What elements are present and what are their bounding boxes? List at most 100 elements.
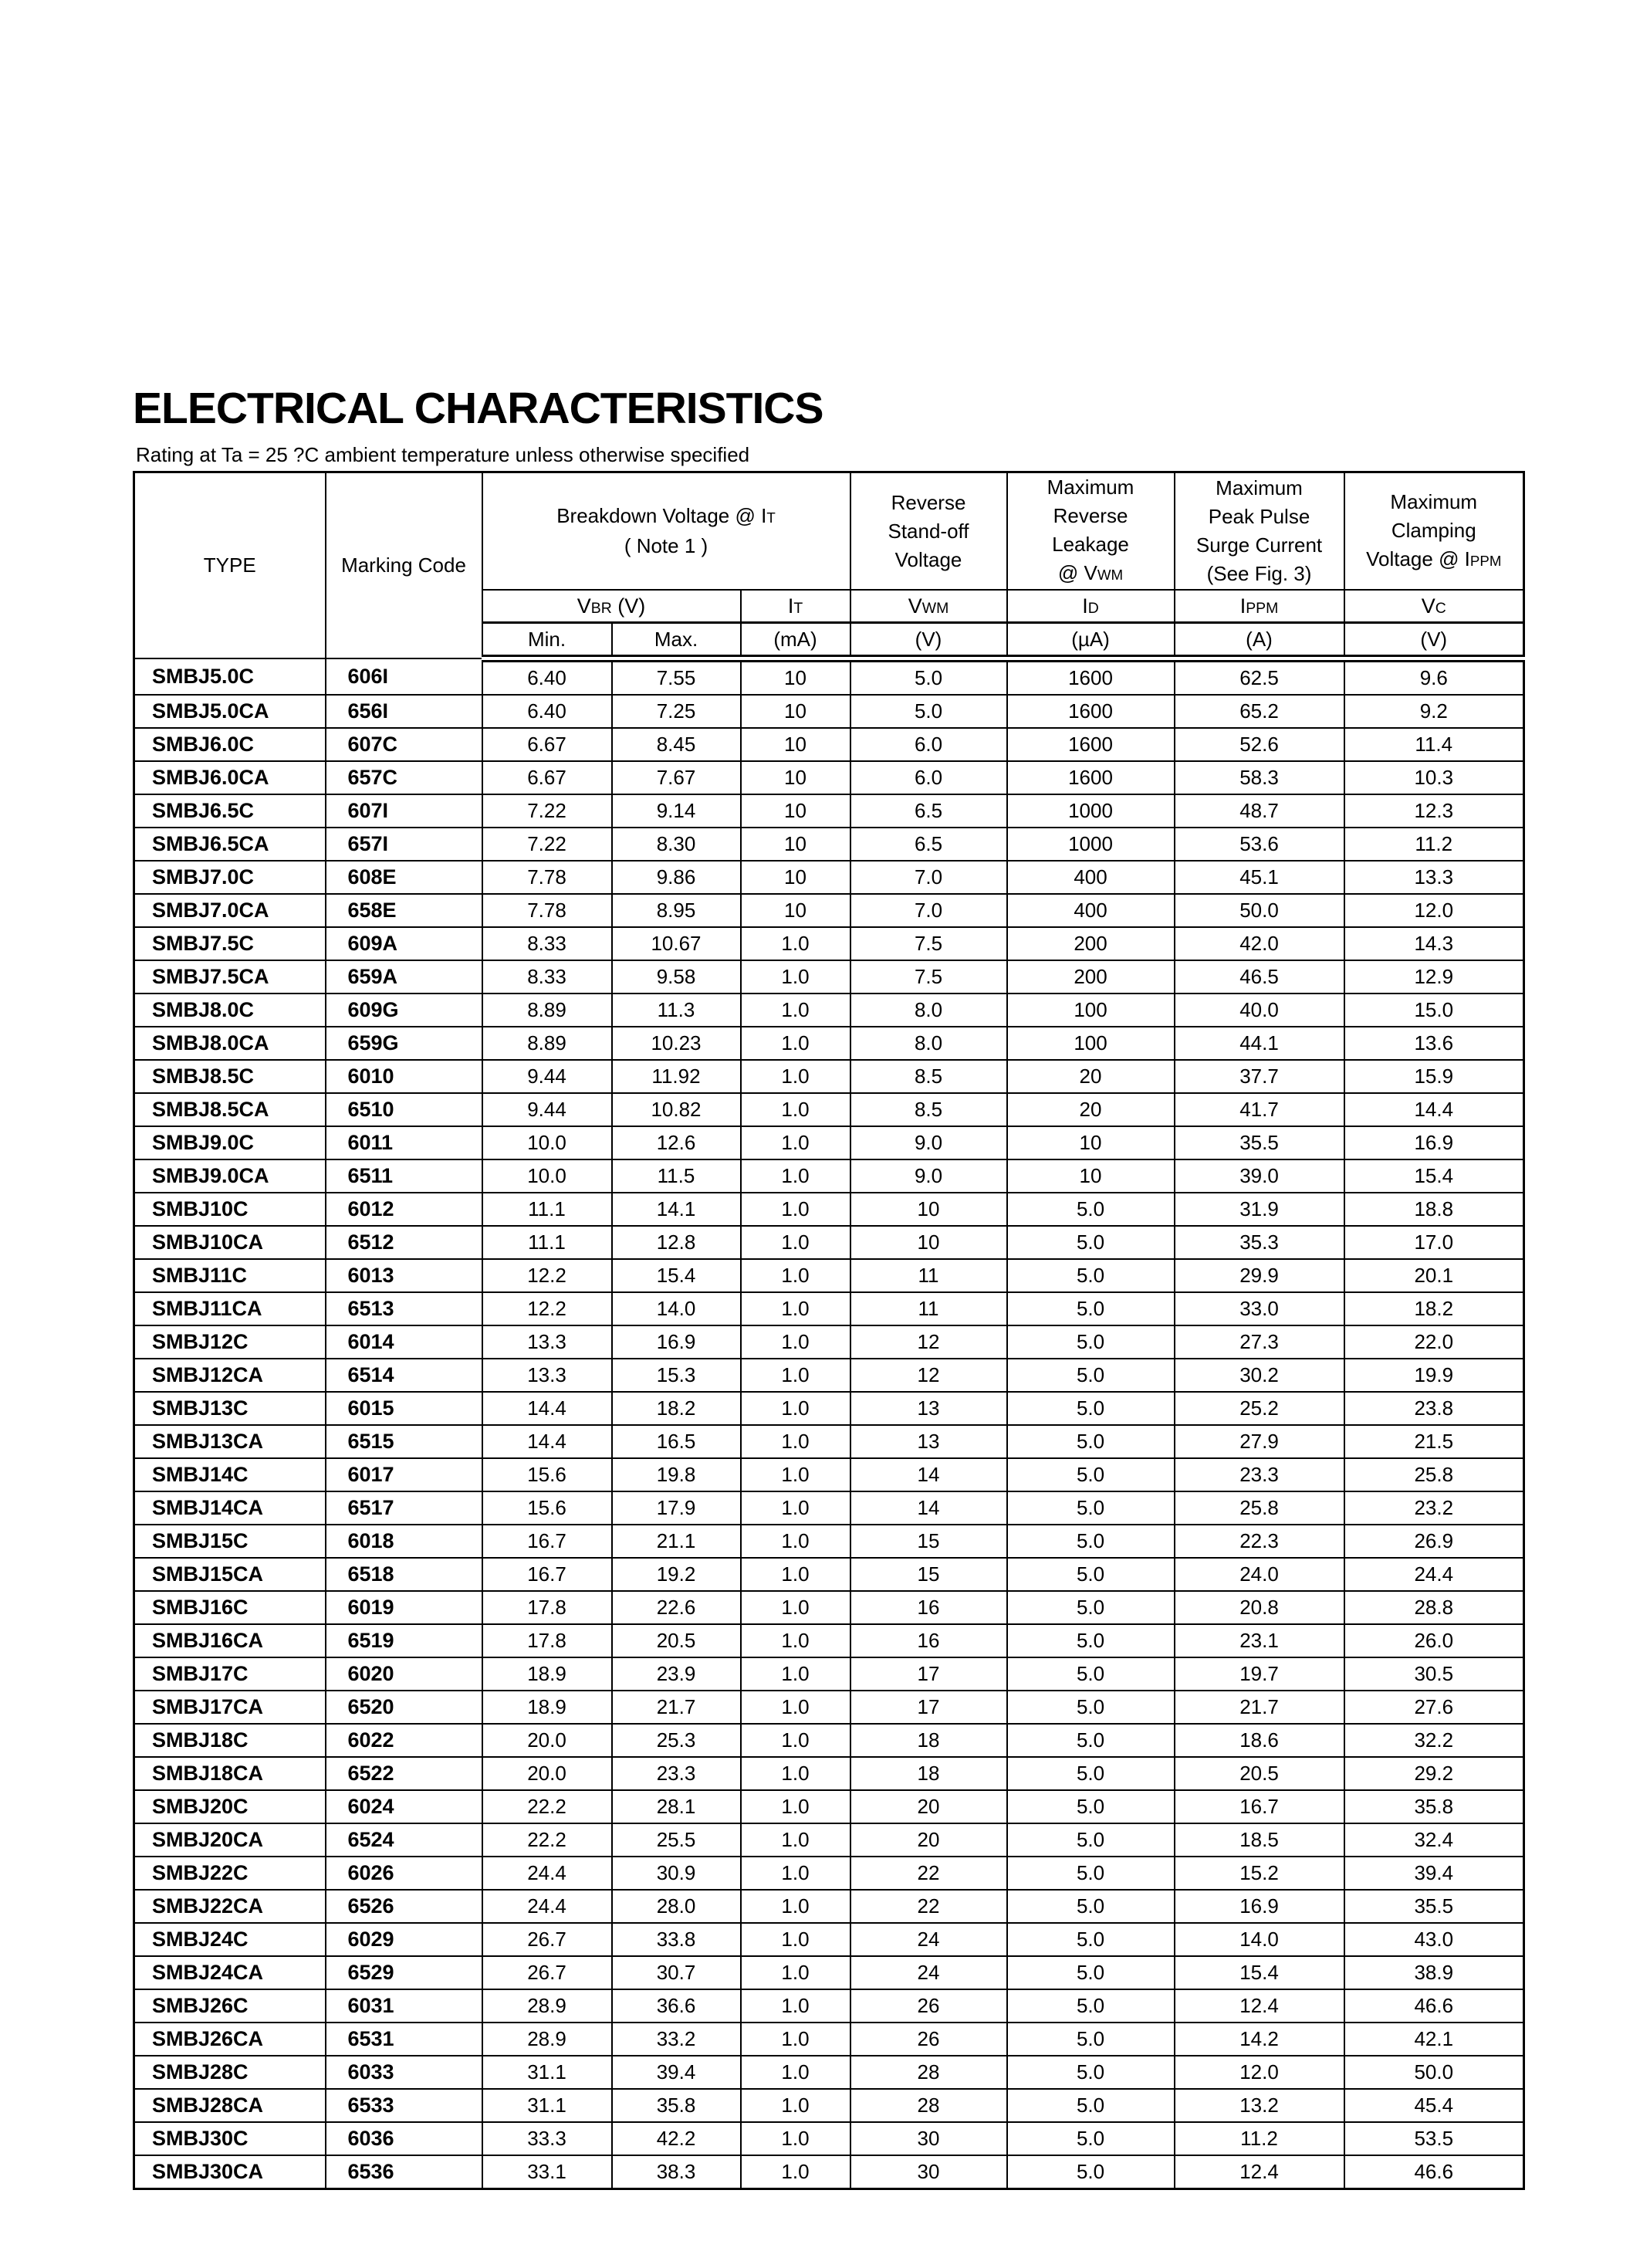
- table-row: SMBJ8.5CA 6510 9.44 10.82 1.0 8.5 20 41.…: [133, 1092, 1525, 1127]
- cell-vwm: 11: [849, 1258, 1008, 1293]
- cell-ippm: 41.7: [1173, 1092, 1345, 1127]
- cell-it: 1.0: [739, 1789, 851, 1824]
- table-row: SMBJ24CA 6529 26.7 30.7 1.0 24 5.0 15.4 …: [133, 1955, 1525, 1990]
- cell-it: 1.0: [739, 993, 851, 1027]
- cell-ippm: 16.7: [1173, 1789, 1345, 1824]
- cell-vbr-max: 16.9: [610, 1325, 742, 1359]
- cell-marking-code: 6010: [324, 1059, 483, 1094]
- cell-it: 1.0: [739, 2055, 851, 2090]
- cell-vbr-max: 11.92: [610, 1059, 742, 1094]
- cell-vbr-max: 23.3: [610, 1756, 742, 1791]
- cell-vbr-min: 12.2: [481, 1291, 613, 1326]
- cell-type: SMBJ12C: [133, 1325, 326, 1359]
- cell-it: 1.0: [739, 1192, 851, 1227]
- cell-it: 1.0: [739, 1391, 851, 1426]
- cell-vbr-min: 31.1: [481, 2088, 613, 2123]
- cell-vbr-max: 35.8: [610, 2088, 742, 2123]
- cell-vwm: 6.0: [849, 727, 1008, 762]
- cell-vwm: 16: [849, 1590, 1008, 1625]
- cell-id: 1000: [1006, 794, 1175, 828]
- cell-vc: 12.3: [1343, 794, 1525, 828]
- cell-vbr-min: 6.67: [481, 727, 613, 762]
- cell-vbr-min: 28.9: [481, 1989, 613, 2023]
- table-row: SMBJ5.0CA 656I 6.40 7.25 10 5.0 1600 65.…: [133, 694, 1525, 729]
- cell-marking-code: 657I: [324, 827, 483, 862]
- cell-it: 10: [739, 760, 851, 795]
- cell-vwm: 13: [849, 1424, 1008, 1459]
- table-row: SMBJ10C 6012 11.1 14.1 1.0 10 5.0 31.9 1…: [133, 1192, 1525, 1227]
- cell-type: SMBJ24CA: [133, 1955, 326, 1990]
- cell-vc: 29.2: [1343, 1756, 1525, 1791]
- table-row: SMBJ26CA 6531 28.9 33.2 1.0 26 5.0 14.2 …: [133, 2022, 1525, 2056]
- cell-id: 5.0: [1006, 2022, 1175, 2056]
- cell-marking-code: 6533: [324, 2088, 483, 2123]
- cell-vbr-max: 15.4: [610, 1258, 742, 1293]
- cell-vc: 24.4: [1343, 1557, 1525, 1592]
- cell-vbr-min: 28.9: [481, 2022, 613, 2056]
- cell-vbr-min: 15.6: [481, 1457, 613, 1492]
- cell-it: 1.0: [739, 1524, 851, 1559]
- cell-id: 5.0: [1006, 1424, 1175, 1459]
- cell-vbr-min: 8.33: [481, 960, 613, 994]
- cell-type: SMBJ26C: [133, 1989, 326, 2023]
- cell-id: 400: [1006, 893, 1175, 928]
- cell-vwm: 9.0: [849, 1159, 1008, 1193]
- cell-vbr-max: 16.5: [610, 1424, 742, 1459]
- cell-ippm: 18.6: [1173, 1723, 1345, 1758]
- cell-id: 5.0: [1006, 1590, 1175, 1625]
- cell-vbr-min: 16.7: [481, 1524, 613, 1559]
- cell-type: SMBJ5.0C: [133, 658, 326, 696]
- table-row: SMBJ8.5C 6010 9.44 11.92 1.0 8.5 20 37.7…: [133, 1059, 1525, 1094]
- cell-vwm: 22: [849, 1889, 1008, 1924]
- cell-vbr-min: 13.3: [481, 1325, 613, 1359]
- cell-type: SMBJ13CA: [133, 1424, 326, 1459]
- cell-id: 5.0: [1006, 1358, 1175, 1393]
- cell-id: 5.0: [1006, 1756, 1175, 1791]
- table-body: SMBJ5.0C 606I 6.40 7.55 10 5.0 1600 62.5…: [133, 658, 1525, 2190]
- col-header-standoff-voltage: Reverse Stand-off Voltage: [849, 471, 1008, 591]
- table-row: SMBJ5.0C 606I 6.40 7.55 10 5.0 1600 62.5…: [133, 658, 1525, 696]
- cell-vc: 38.9: [1343, 1955, 1525, 1990]
- cell-it: 10: [739, 727, 851, 762]
- cell-vwm: 8.0: [849, 1026, 1008, 1061]
- cell-id: 20: [1006, 1092, 1175, 1127]
- table-row: SMBJ12CA 6514 13.3 15.3 1.0 12 5.0 30.2 …: [133, 1358, 1525, 1393]
- cell-type: SMBJ7.5C: [133, 926, 326, 961]
- cell-type: SMBJ9.0C: [133, 1126, 326, 1160]
- cell-vbr-min: 33.3: [481, 2121, 613, 2156]
- table-row: SMBJ7.0C 608E 7.78 9.86 10 7.0 400 45.1 …: [133, 860, 1525, 895]
- cell-vbr-max: 30.9: [610, 1856, 742, 1891]
- cell-marking-code: 6026: [324, 1856, 483, 1891]
- cell-vwm: 12: [849, 1358, 1008, 1393]
- cell-it: 1.0: [739, 926, 851, 961]
- page-title: ELECTRICAL CHARACTERISTICS: [133, 384, 823, 433]
- cell-it: 1.0: [739, 1291, 851, 1326]
- cell-vc: 25.8: [1343, 1457, 1525, 1492]
- table-row: SMBJ9.0CA 6511 10.0 11.5 1.0 9.0 10 39.0…: [133, 1159, 1525, 1193]
- cell-vwm: 18: [849, 1756, 1008, 1791]
- cell-vc: 13.3: [1343, 860, 1525, 895]
- cell-id: 5.0: [1006, 1391, 1175, 1426]
- cell-it: 1.0: [739, 1690, 851, 1725]
- cell-vbr-min: 9.44: [481, 1092, 613, 1127]
- cell-ippm: 44.1: [1173, 1026, 1345, 1061]
- cell-vwm: 6.5: [849, 827, 1008, 862]
- cell-vc: 9.6: [1343, 658, 1525, 696]
- cell-vbr-max: 20.5: [610, 1623, 742, 1658]
- cell-ippm: 15.4: [1173, 1955, 1345, 1990]
- table-row: SMBJ13C 6015 14.4 18.2 1.0 13 5.0 25.2 2…: [133, 1391, 1525, 1426]
- unit-vc: (V): [1343, 621, 1525, 662]
- cell-type: SMBJ12CA: [133, 1358, 326, 1393]
- cell-it: 1.0: [739, 1922, 851, 1957]
- cell-marking-code: 657C: [324, 760, 483, 795]
- cell-vwm: 10: [849, 1225, 1008, 1260]
- cell-id: 5.0: [1006, 1491, 1175, 1525]
- cell-marking-code: 658E: [324, 893, 483, 928]
- cell-marking-code: 6022: [324, 1723, 483, 1758]
- cell-vwm: 22: [849, 1856, 1008, 1891]
- cell-marking-code: 6012: [324, 1192, 483, 1227]
- cell-vbr-max: 36.6: [610, 1989, 742, 2023]
- cell-vbr-max: 15.3: [610, 1358, 742, 1393]
- cell-vc: 22.0: [1343, 1325, 1525, 1359]
- cell-vc: 11.4: [1343, 727, 1525, 762]
